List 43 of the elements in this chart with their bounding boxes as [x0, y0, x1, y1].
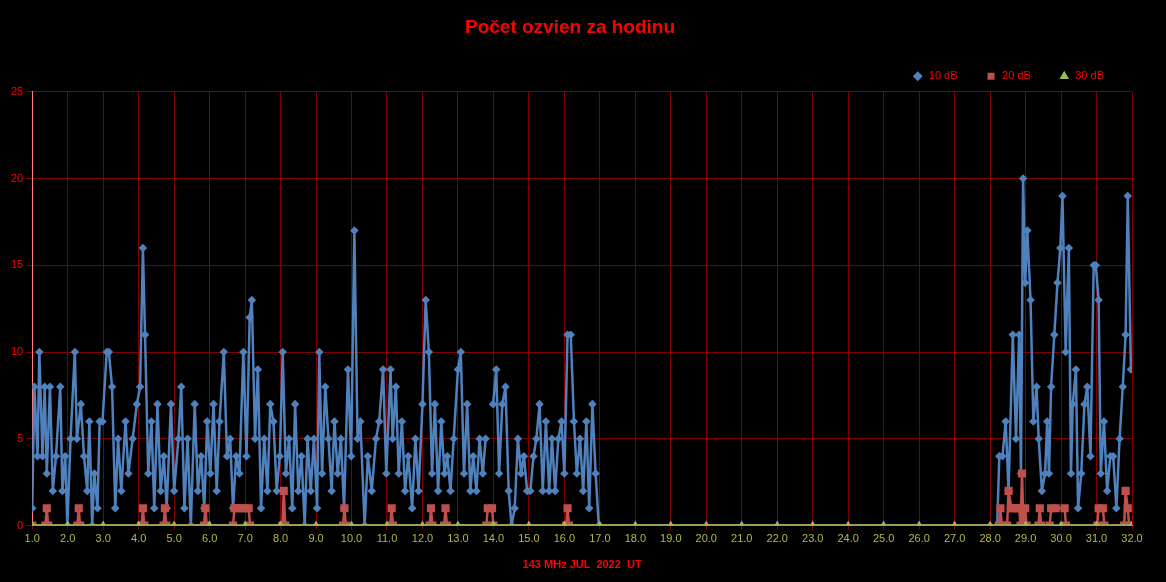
x-tick-label: 31.0: [1085, 532, 1108, 545]
x-tick-label: 1.0: [24, 532, 40, 545]
legend-label: 30 dB: [1075, 69, 1104, 82]
x-tick-label: 18.0: [624, 532, 647, 545]
x-tick-label: 6.0: [201, 532, 218, 545]
x-tick-label: 23.0: [802, 532, 824, 545]
x-tick-label: 14.0: [482, 532, 505, 545]
x-tick-label: 8.0: [272, 532, 289, 545]
y-tick-label: 10: [10, 345, 24, 358]
x-tick-label: 21.0: [731, 532, 753, 545]
x-tick-label: 15.0: [518, 532, 540, 545]
y-tick-label: 0: [17, 518, 24, 531]
y-tick-label: 20: [10, 171, 24, 184]
x-tick-label: 2.0: [60, 532, 76, 545]
x-tick-label: 19.0: [660, 532, 682, 545]
legend-label: 10 dB: [928, 69, 958, 82]
chart-title: Počet ozvien za hodinu: [464, 15, 676, 37]
x-tick-label: 20.0: [695, 532, 717, 545]
x-tick-label: 7.0: [237, 532, 253, 545]
y-tick-label: 15: [10, 258, 24, 271]
x-tick-label: 24.0: [837, 532, 859, 545]
y-tick-label: 5: [17, 431, 24, 444]
x-tick-label: 13.0: [447, 532, 469, 545]
x-tick-label: 26.0: [908, 532, 930, 545]
x-tick-label: 25.0: [872, 532, 895, 545]
x-tick-label: 29.0: [1014, 532, 1037, 545]
x-tick-label: 28.0: [979, 532, 1001, 545]
x-tick-label: 4.0: [131, 532, 147, 545]
x-tick-label: 30.0: [1050, 532, 1072, 545]
x-axis-title: 143 MHz JUL 2022 UT: [522, 558, 642, 571]
x-tick-label: 3.0: [95, 532, 111, 545]
x-tick-label: 10.0: [340, 532, 363, 545]
x-tick-label: 5.0: [166, 532, 182, 545]
legend-label: 20 dB: [1002, 69, 1031, 82]
x-tick-label: 11.0: [376, 532, 398, 545]
x-tick-label: 27.0: [943, 532, 966, 545]
x-tick-label: 17.0: [589, 532, 611, 545]
x-tick-label: 9.0: [308, 532, 324, 545]
x-tick-label: 32.0: [1121, 532, 1143, 545]
y-tick-label: 25: [10, 84, 24, 97]
x-tick-label: 22.0: [766, 532, 788, 545]
x-tick-label: 12.0: [411, 532, 434, 545]
x-tick-label: 16.0: [553, 532, 576, 545]
